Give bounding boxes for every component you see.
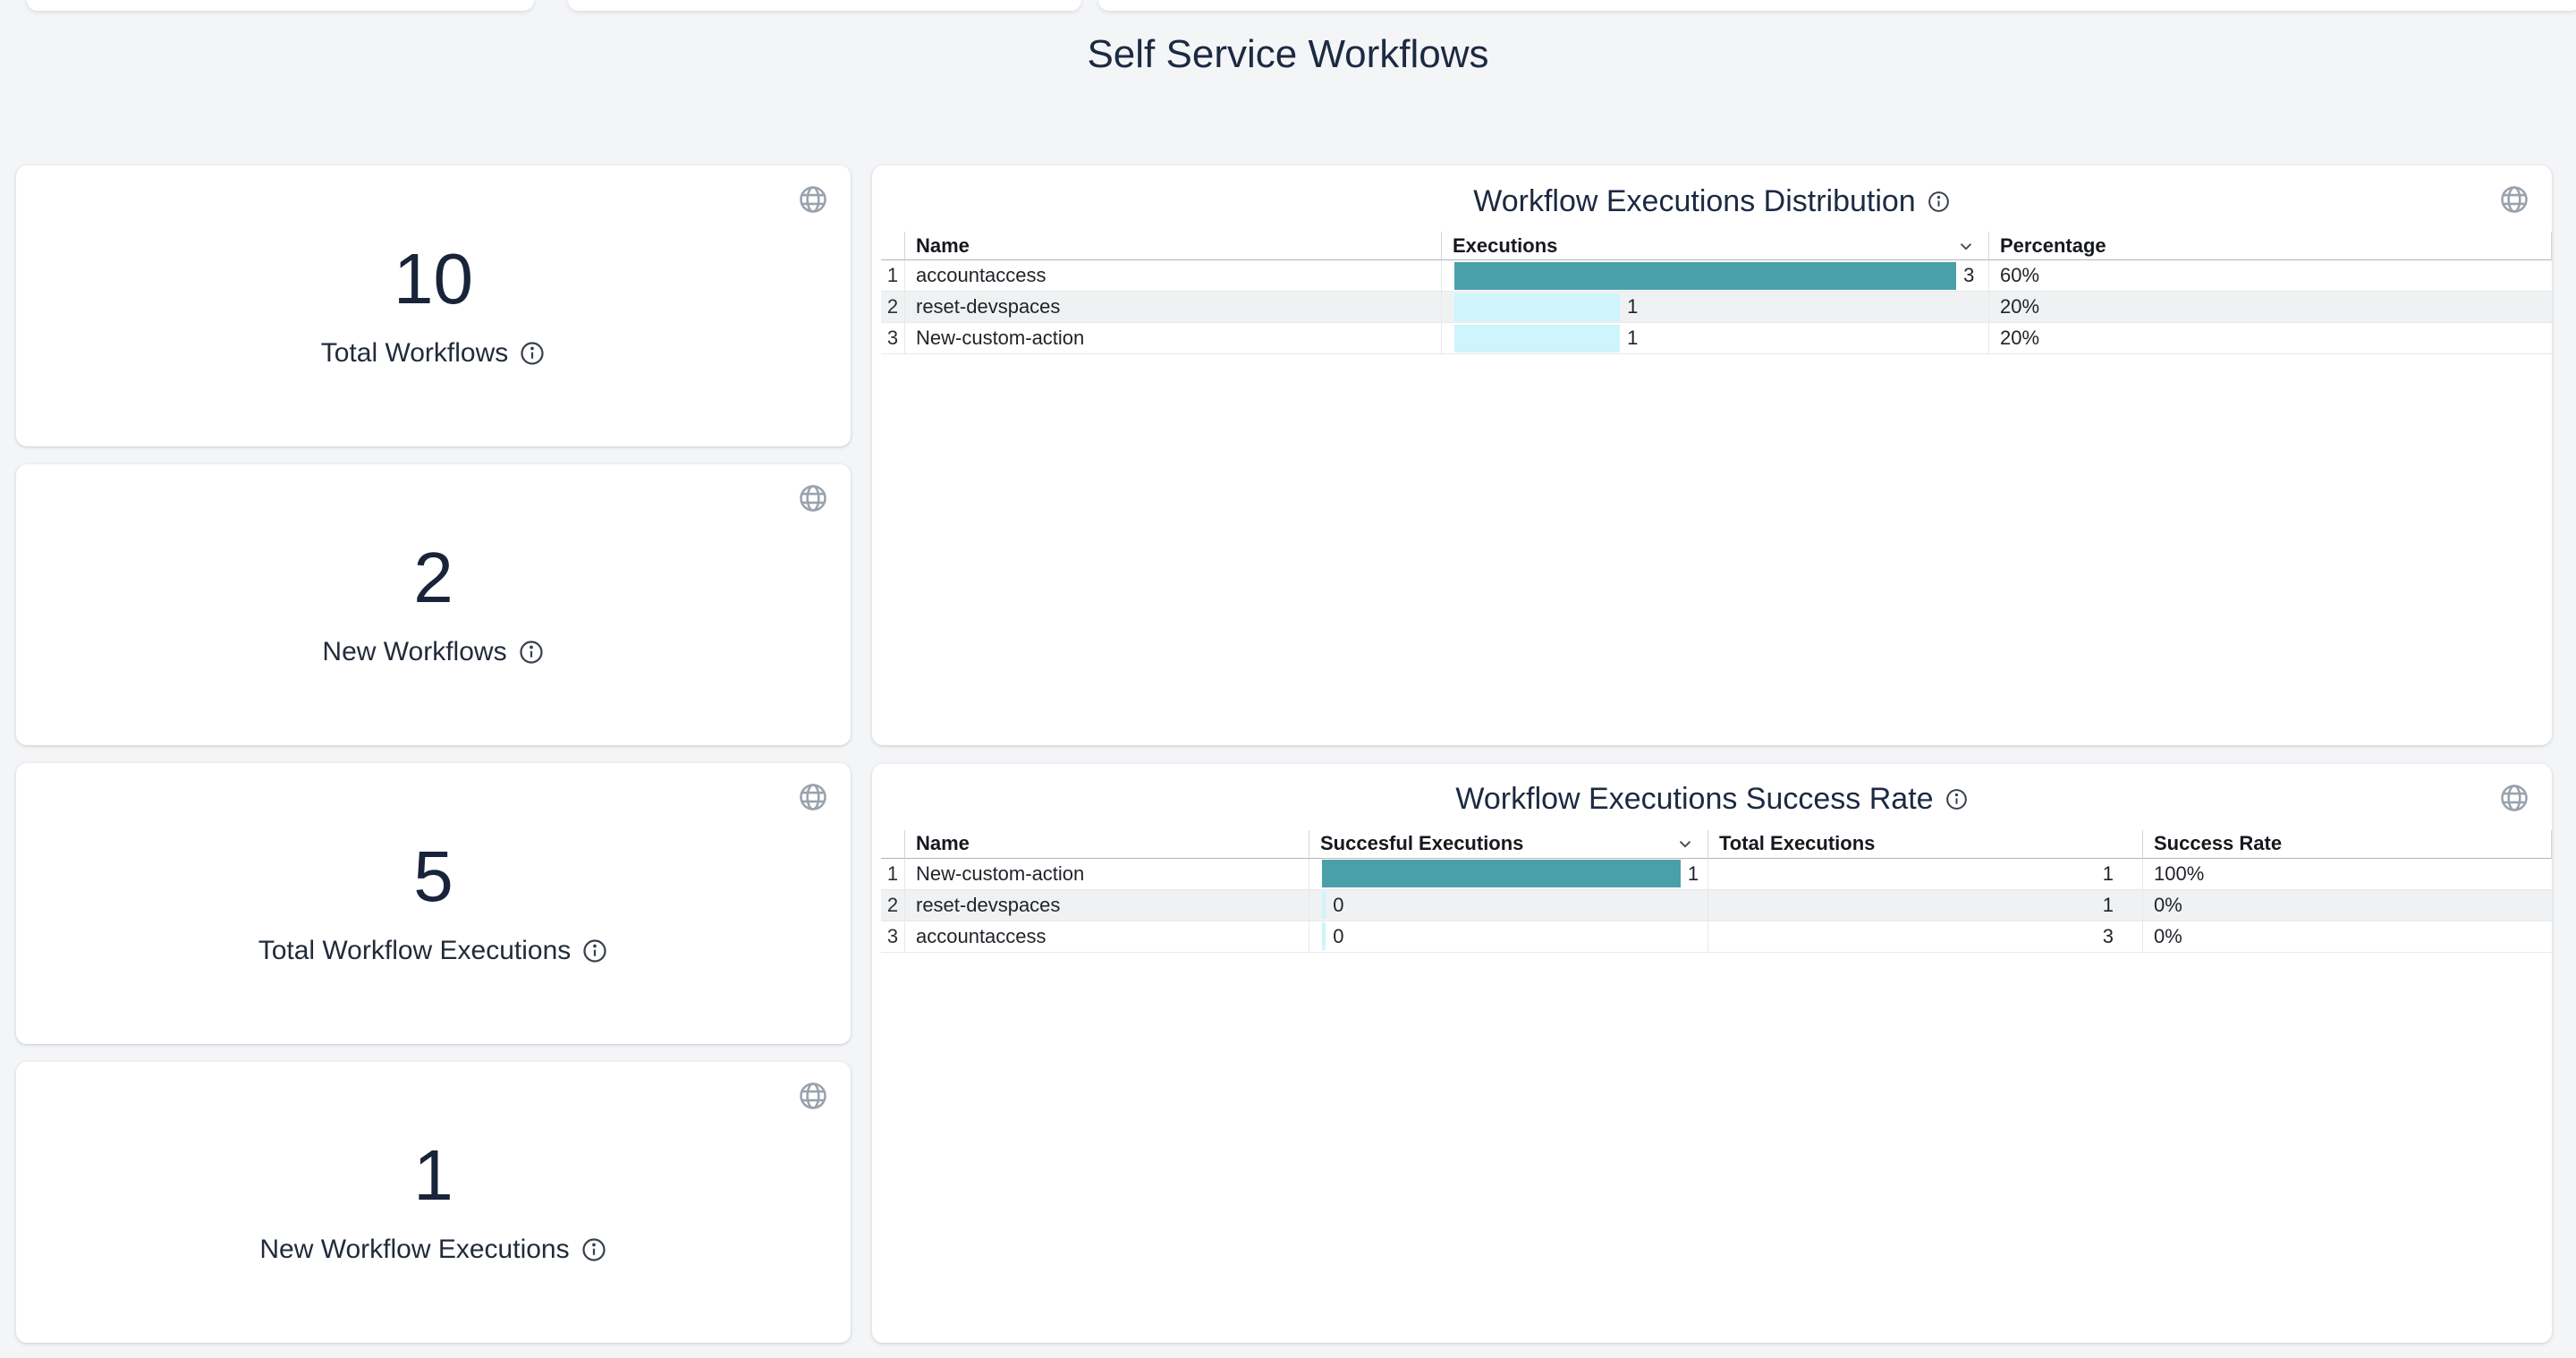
cell-total-executions: 1 (1707, 889, 2142, 921)
stat-label: New Workflow Executions (259, 1235, 570, 1264)
cell-name: reset-devspaces (904, 292, 1441, 323)
stat-value: 1 (413, 1135, 453, 1215)
table-executions-distribution: Name Executions Percentage 1 accountacce… (881, 232, 2552, 354)
bar (1322, 891, 1326, 919)
chevron-down-icon (1956, 236, 1976, 256)
scrolled-card-edge (27, 0, 534, 11)
column-header-percentage[interactable]: Percentage (1988, 232, 2552, 260)
panel-workflow-executions-success-rate: Workflow Executions Success Rate Name Su… (872, 763, 2552, 1343)
row-index: 3 (881, 921, 904, 953)
scrolled-card-edge (568, 0, 1081, 11)
stat-card-new-workflow-executions: 1 New Workflow Executions (16, 1062, 851, 1343)
stat-value: 2 (413, 538, 453, 617)
table-panel-column: Workflow Executions Distribution Name Ex… (872, 166, 2552, 1343)
cell-percentage: 60% (1988, 260, 2552, 292)
bar (1454, 261, 1957, 290)
cell-success-rate: 100% (2142, 858, 2552, 890)
cell-successful-bar: 0 (1309, 921, 1707, 953)
column-header-executions[interactable]: Executions (1441, 232, 1988, 260)
globe-icon[interactable] (797, 1080, 829, 1112)
stat-card-total-workflow-executions: 5 Total Workflow Executions (16, 763, 851, 1044)
stat-label: Total Workflows (320, 338, 509, 368)
table-success-rate: Name Succesful Executions Total Executio… (881, 829, 2552, 953)
cell-success-rate: 0% (2142, 921, 2552, 953)
page-title: Self Service Workflows (1087, 32, 1489, 76)
stat-card-total-workflows: 10 Total Workflows (16, 166, 851, 446)
cell-executions-bar: 1 (1441, 323, 1988, 354)
globe-icon[interactable] (2498, 183, 2530, 216)
info-icon[interactable] (581, 938, 608, 964)
globe-icon[interactable] (797, 482, 829, 514)
cell-name: New-custom-action (904, 323, 1441, 354)
dashboard-grid: 10 Total Workflows 2 New Workflows (16, 166, 2552, 1343)
panel-title: Workflow Executions Distribution (1473, 183, 1916, 218)
bar-value: 0 (1333, 924, 1344, 947)
bar-value: 3 (1963, 264, 1975, 286)
row-index: 1 (881, 260, 904, 292)
cell-name: accountaccess (904, 921, 1309, 953)
cell-successful-bar: 1 (1309, 858, 1707, 890)
cell-total-executions: 3 (1707, 921, 2142, 953)
bar-value: 1 (1627, 327, 1639, 349)
bar (1454, 324, 1621, 352)
cell-name: New-custom-action (904, 858, 1309, 890)
bar-value: 0 (1333, 893, 1344, 916)
cell-total-executions: 1 (1707, 858, 2142, 890)
globe-icon[interactable] (2498, 782, 2530, 814)
stat-card-column: 10 Total Workflows 2 New Workflows (16, 166, 851, 1343)
column-header-successful-executions[interactable]: Succesful Executions (1309, 829, 1707, 859)
row-index: 2 (881, 292, 904, 323)
cell-successful-bar: 0 (1309, 889, 1707, 921)
column-header-success-rate[interactable]: Success Rate (2142, 829, 2552, 859)
stat-value: 10 (394, 239, 473, 318)
cell-success-rate: 0% (2142, 889, 2552, 921)
stat-label: New Workflows (322, 637, 507, 666)
row-index: 2 (881, 889, 904, 921)
globe-icon[interactable] (797, 183, 829, 216)
info-icon[interactable] (518, 639, 545, 666)
row-index: 1 (881, 859, 904, 890)
row-index: 3 (881, 323, 904, 354)
column-header-name[interactable]: Name (904, 232, 1441, 260)
bar (1454, 293, 1621, 321)
info-icon[interactable] (519, 340, 546, 367)
cell-executions-bar: 3 (1441, 260, 1988, 292)
globe-icon[interactable] (797, 781, 829, 813)
bar-value: 1 (1627, 295, 1639, 318)
stat-value: 5 (413, 836, 453, 916)
scrolled-card-edge (1098, 0, 2576, 11)
info-icon[interactable] (580, 1236, 607, 1263)
cell-percentage: 20% (1988, 292, 2552, 323)
column-header-index (881, 232, 904, 260)
stat-label: Total Workflow Executions (258, 936, 572, 965)
bar-value: 1 (1687, 861, 1699, 885)
bar (1322, 922, 1326, 950)
cell-percentage: 20% (1988, 323, 2552, 354)
cell-name: reset-devspaces (904, 889, 1309, 921)
cell-name: accountaccess (904, 260, 1441, 292)
panel-workflow-executions-distribution: Workflow Executions Distribution Name Ex… (872, 166, 2552, 745)
bar (1322, 860, 1681, 887)
column-header-total-executions[interactable]: Total Executions (1707, 829, 2142, 859)
column-header-index (881, 830, 904, 859)
info-icon[interactable] (1945, 787, 1969, 811)
info-icon[interactable] (1927, 190, 1951, 214)
chevron-down-icon (1675, 834, 1695, 853)
cell-executions-bar: 1 (1441, 292, 1988, 323)
panel-title: Workflow Executions Success Rate (1455, 782, 1934, 816)
column-header-name[interactable]: Name (904, 829, 1309, 859)
stat-card-new-workflows: 2 New Workflows (16, 464, 851, 745)
